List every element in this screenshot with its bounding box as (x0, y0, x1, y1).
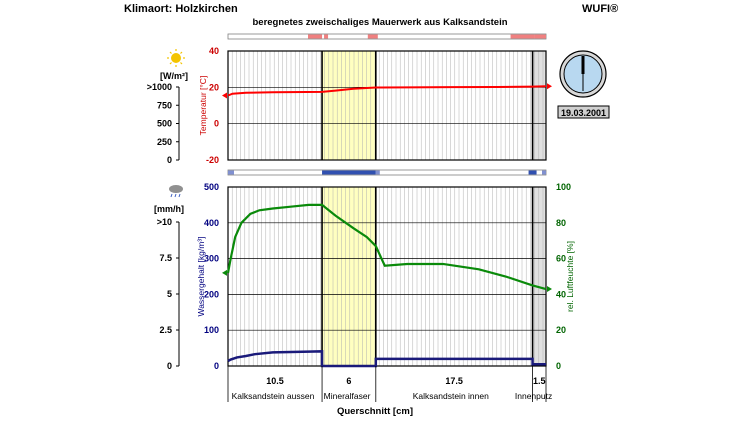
layer-bar-frame (227, 169, 547, 176)
layer-fill (532, 51, 546, 160)
rain-icon (169, 185, 183, 198)
water-tick-label: 400 (204, 218, 219, 228)
humidity-tick-label: 100 (556, 182, 571, 192)
water-tick-label: 0 (214, 361, 219, 371)
plot-frame (227, 186, 547, 367)
water-tick-label: 300 (204, 254, 219, 264)
layer-bar-marker (367, 34, 378, 39)
rain-tick-label: 0 (167, 361, 172, 371)
layer-fill (228, 187, 323, 366)
humidity-marker-left (222, 269, 227, 276)
layer-bar-marker (324, 34, 329, 39)
temperature-plot: 40 20 0 -20 Temperatur [°C] (198, 46, 552, 165)
water-tick-label: 500 (204, 182, 219, 192)
humidity-tick-label: 0 (556, 361, 561, 371)
water-tick-label: 100 (204, 325, 219, 335)
date-box (557, 105, 610, 119)
humidity-axis-label: rel. Luftfeuchte [%] (565, 241, 575, 312)
rain-tick-label: 5 (167, 289, 172, 299)
layer-bar-middle (227, 169, 547, 176)
radiation-tick-label: 0 (167, 155, 172, 165)
layer-bar-marker (534, 34, 546, 39)
chart-title: beregnetes zweischaliges Mauerwerk aus K… (252, 17, 508, 28)
rain-tick-label: >10 (157, 217, 172, 227)
plot-frame (227, 50, 547, 161)
layer-name-label: Mineralfaser (324, 391, 371, 401)
water-tick-label: 200 (204, 289, 219, 299)
layer-bar-marker (510, 34, 535, 39)
moisture-plot: 5004003002001000100806040200Wassergehalt… (196, 182, 575, 371)
temperature-tick-label: 20 (209, 82, 219, 92)
date-label: 19.03.2001 (561, 108, 606, 118)
temperature-marker-left (222, 92, 227, 99)
radiation-tick-label: 500 (157, 119, 172, 129)
layer-thickness-label: 10.5 (266, 376, 284, 386)
radiation-tick-label: 750 (157, 100, 172, 110)
brand-label: WUFI® (582, 3, 619, 15)
layer-name-label: Kalksandstein innen (413, 391, 489, 401)
temperature-marker-right (547, 83, 552, 90)
temperature-tick-label: 40 (209, 46, 219, 56)
humidity-marker-right (547, 286, 552, 293)
layer-bar-marker (322, 170, 376, 175)
layer-fill (228, 51, 323, 160)
layer-bar-marker (308, 34, 323, 39)
sun-icon (167, 49, 185, 67)
temperature-line (227, 85, 547, 97)
layer-thickness-label: 1.5 (533, 376, 546, 386)
radiation-unit: [W/m²] (160, 71, 188, 81)
clock-icon (559, 50, 607, 98)
rain-tick-label: 2.5 (159, 325, 172, 335)
rain-unit: [mm/h] (154, 204, 184, 214)
layer-bar-marker (228, 170, 234, 175)
temperature-tick-label: -20 (206, 155, 219, 165)
layer-bar-marker (375, 170, 380, 175)
water-content-line (227, 350, 546, 368)
water-axis-label: Wassergehalt [kg/m³] (196, 237, 206, 317)
x-axis-label: Querschnitt [cm] (337, 406, 413, 417)
layer-fill (322, 187, 376, 366)
layer-thickness-label: 17.5 (445, 376, 463, 386)
radiation-tick-label: 250 (157, 137, 172, 147)
layer-fill (532, 187, 546, 366)
humidity-tick-label: 60 (556, 254, 566, 264)
layer-fill (375, 51, 533, 160)
location-label: Klimaort: Holzkirchen (124, 3, 238, 15)
layer-bar-marker (542, 170, 546, 175)
layer-bar-marker (528, 170, 537, 175)
layer-fill (322, 51, 376, 160)
rain-tick-label: 7.5 (159, 253, 172, 263)
humidity-tick-label: 40 (556, 289, 566, 299)
layer-name-label: Innenputz (515, 391, 552, 401)
layer-bar-top (227, 33, 547, 40)
layer-name-label: Kalksandstein aussen (232, 391, 315, 401)
temperature-axis-label: Temperatur [°C] (198, 76, 208, 136)
temperature-tick-label: 0 (214, 119, 219, 129)
layer-bar-frame (227, 33, 547, 40)
humidity-tick-label: 20 (556, 325, 566, 335)
layer-thickness-label: 6 (346, 376, 351, 386)
humidity-line (226, 203, 547, 291)
radiation-tick-label: >1000 (147, 82, 172, 92)
humidity-tick-label: 80 (556, 218, 566, 228)
